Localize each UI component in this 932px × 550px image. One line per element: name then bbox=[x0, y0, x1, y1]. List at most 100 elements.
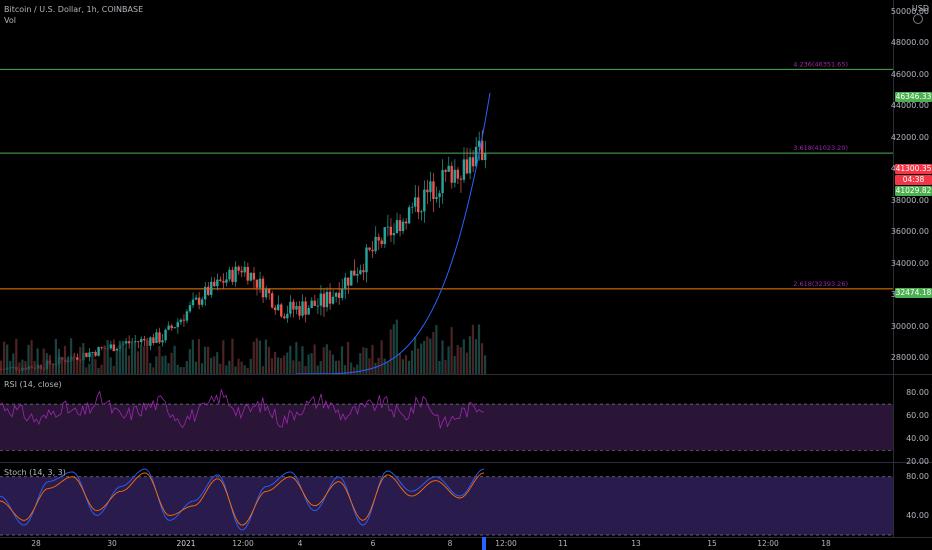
candle-body bbox=[313, 300, 316, 306]
candle-body bbox=[295, 305, 298, 310]
volume-bar bbox=[359, 353, 362, 374]
price-chart[interactable]: 4.236(46351.65) 3.618(41023.20) 2.618(3239… bbox=[0, 0, 893, 374]
volume-bar bbox=[395, 319, 398, 374]
volume-bar bbox=[118, 340, 121, 374]
volume-bar bbox=[39, 365, 42, 374]
volume-bar bbox=[340, 346, 344, 374]
rsi-tick-label: 60.00 bbox=[906, 410, 929, 420]
candle-body bbox=[109, 344, 112, 349]
candle-body bbox=[316, 305, 319, 307]
volume-bar bbox=[188, 349, 191, 374]
last-price-badge: 41300.35 bbox=[895, 164, 932, 174]
volume-bar bbox=[30, 340, 33, 374]
volume-bar bbox=[51, 364, 54, 374]
candle-body bbox=[240, 270, 243, 273]
candle-body bbox=[127, 341, 131, 344]
volume-bar bbox=[140, 344, 143, 374]
volume-bar bbox=[127, 355, 131, 374]
volume-bar bbox=[185, 361, 188, 374]
price-pane[interactable]: 4.236(46351.65) 3.618(41023.20) 2.618(3239… bbox=[0, 0, 893, 374]
time-tick-label: 8 bbox=[447, 539, 453, 548]
volume-bar bbox=[252, 341, 255, 374]
candle-body bbox=[462, 159, 466, 180]
candle-body bbox=[350, 270, 353, 286]
price-tick-label: 38000.00 bbox=[890, 195, 929, 205]
candle-body bbox=[374, 236, 377, 252]
candle-body bbox=[188, 305, 192, 312]
volume-bar bbox=[471, 324, 475, 374]
volume-bar bbox=[380, 340, 383, 374]
candle-body bbox=[277, 304, 280, 311]
stoch-pane[interactable]: Stoch (14, 3, 3) bbox=[0, 463, 893, 537]
volume-bar bbox=[477, 324, 481, 374]
volume-bar bbox=[304, 365, 307, 374]
rsi-chart[interactable] bbox=[0, 375, 893, 462]
stoch-axis[interactable]: 80.00 40.00 bbox=[893, 463, 932, 537]
rsi-axis[interactable]: 80.00 60.00 40.00 20.00 bbox=[893, 375, 932, 466]
candle-body bbox=[213, 281, 216, 287]
candle-body bbox=[249, 272, 253, 281]
time-axis[interactable]: 28 30 2021 12:00 4 6 8 12:00 11 13 15 12:00 18 bbox=[0, 537, 932, 550]
candle-body bbox=[270, 293, 274, 308]
volume-bar bbox=[33, 360, 36, 374]
volume-bar bbox=[307, 354, 310, 374]
volume-bar bbox=[203, 346, 207, 374]
candle-body bbox=[194, 297, 198, 300]
candle-body bbox=[429, 181, 432, 193]
candle-body bbox=[389, 226, 393, 236]
stoch-tick-label: 80.00 bbox=[906, 471, 929, 481]
candle-body bbox=[322, 293, 326, 308]
candle-body bbox=[398, 220, 402, 232]
volume-bar bbox=[261, 366, 264, 374]
pane-separator[interactable] bbox=[0, 462, 932, 463]
volume-bar bbox=[100, 364, 103, 374]
stoch-chart[interactable] bbox=[0, 463, 893, 537]
candle-body bbox=[91, 352, 94, 353]
price-tick-label: 44000.00 bbox=[890, 101, 929, 111]
time-tick-label: 15 bbox=[707, 539, 717, 548]
volume-bar bbox=[401, 359, 405, 374]
volume-bar bbox=[161, 356, 164, 374]
rsi-pane[interactable]: RSI (14, close) bbox=[0, 375, 893, 462]
candle-body bbox=[155, 332, 158, 344]
time-tick-label: 28 bbox=[31, 539, 41, 548]
fib-level-label: 2.618(32393.26) bbox=[793, 280, 848, 288]
volume-bar bbox=[459, 347, 462, 374]
volume-bar bbox=[243, 365, 246, 374]
candle-body bbox=[246, 266, 249, 281]
candle-body bbox=[273, 307, 277, 311]
volume-label: Vol bbox=[4, 16, 16, 25]
volume-bar bbox=[149, 362, 152, 374]
stoch-line bbox=[0, 472, 485, 526]
volume-bar bbox=[73, 353, 76, 374]
volume-bar bbox=[194, 361, 198, 374]
volume-bar bbox=[27, 344, 30, 374]
volume-bar bbox=[219, 363, 222, 374]
price-tick-label: 34000.00 bbox=[890, 258, 929, 268]
volume-bar bbox=[152, 367, 155, 374]
candle-body bbox=[267, 289, 271, 294]
volume-bar bbox=[480, 343, 484, 374]
countdown-badge: 04:38 bbox=[895, 175, 932, 185]
stoch-band bbox=[0, 476, 893, 535]
volume-bar bbox=[106, 340, 109, 374]
time-tick-label: 11 bbox=[558, 539, 568, 548]
volume-bar bbox=[413, 337, 417, 374]
candle-body bbox=[368, 247, 371, 250]
pane-separator[interactable] bbox=[0, 374, 932, 375]
volume-bar bbox=[441, 340, 444, 374]
candle-body bbox=[252, 272, 256, 280]
volume-bar bbox=[143, 346, 146, 374]
candle-body bbox=[471, 157, 475, 167]
candle-body bbox=[258, 278, 262, 288]
volume-bar bbox=[429, 338, 432, 374]
volume-bar bbox=[423, 340, 426, 374]
volume-bar bbox=[121, 341, 124, 374]
volume-bar bbox=[3, 341, 6, 374]
candle-body bbox=[185, 311, 189, 321]
volume-bar bbox=[264, 339, 268, 374]
candle-body bbox=[417, 197, 420, 213]
price-tick-label: 28000.00 bbox=[890, 353, 929, 362]
settings-gear-icon[interactable] bbox=[913, 14, 923, 24]
candle-body bbox=[85, 352, 88, 358]
